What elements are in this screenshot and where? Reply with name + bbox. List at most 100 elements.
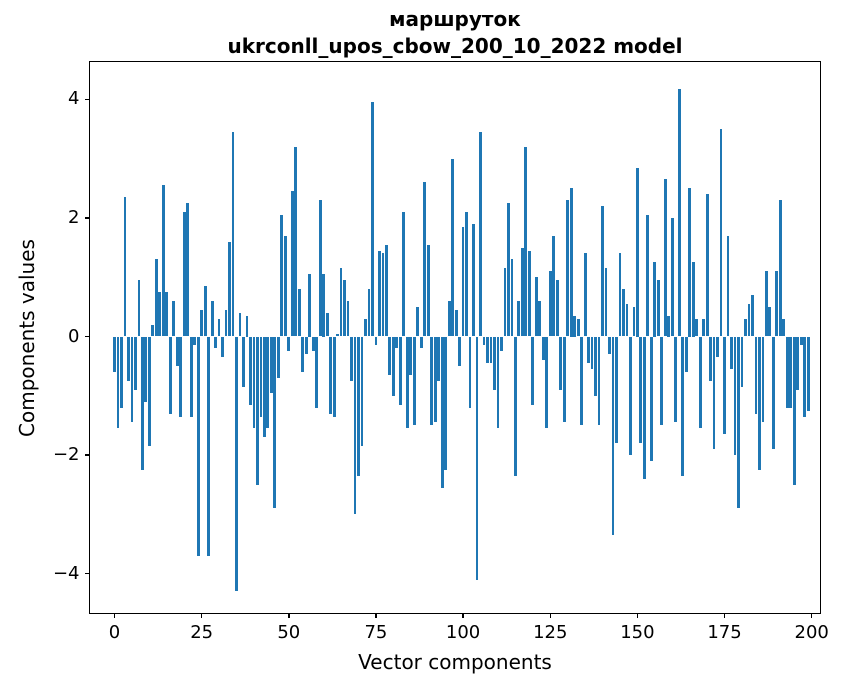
bar [629, 336, 632, 456]
bar [113, 336, 116, 373]
y-tick-mark [84, 572, 90, 575]
bar [276, 336, 280, 378]
bar [308, 274, 312, 337]
bar [161, 185, 165, 337]
bar [301, 336, 305, 373]
bar [409, 336, 413, 376]
bar [510, 259, 514, 337]
bar [231, 131, 235, 337]
bar [702, 318, 706, 337]
bar [468, 336, 472, 408]
bar [196, 336, 200, 556]
bar [754, 336, 758, 414]
y-tick-label: 2 [68, 206, 80, 228]
bar [663, 179, 667, 337]
bar [597, 336, 601, 426]
bar [437, 336, 441, 381]
bar [716, 336, 719, 358]
bar [649, 336, 653, 462]
x-axis-label: Vector components [358, 650, 552, 674]
x-tick-label: 100 [445, 621, 481, 643]
x-tick-mark [723, 612, 726, 618]
bar [134, 336, 137, 390]
bar [447, 300, 451, 337]
y-tick-mark [84, 454, 90, 456]
bar [454, 309, 458, 337]
bar [601, 206, 604, 337]
bar [475, 336, 479, 580]
bar [764, 271, 768, 337]
y-tick-mark [84, 217, 90, 219]
bar [364, 318, 367, 337]
bar [346, 300, 350, 337]
bar [719, 128, 723, 337]
bar [576, 318, 580, 337]
bar [207, 336, 211, 556]
bar [555, 280, 559, 337]
bar [249, 336, 252, 405]
bar [179, 336, 183, 417]
bar [350, 336, 353, 381]
bar [636, 167, 639, 337]
bar [789, 336, 793, 408]
bar [667, 315, 671, 337]
bar [569, 188, 573, 337]
bar [705, 194, 709, 337]
bar [440, 336, 444, 488]
bar [566, 200, 570, 337]
bar [357, 336, 360, 476]
bar [545, 336, 549, 429]
bar [744, 318, 747, 337]
bar [534, 277, 538, 337]
x-tick-label: 150 [620, 621, 655, 643]
bar [266, 336, 270, 429]
bar [385, 244, 388, 337]
bar [374, 336, 378, 346]
bar [642, 336, 646, 479]
bar [325, 312, 329, 337]
bar [761, 336, 765, 423]
bar [726, 235, 730, 337]
bar [681, 336, 685, 476]
bar [688, 188, 692, 337]
chart-title-model: ukrconll_upos_cbow_200_10_2022 model [227, 34, 683, 58]
bar [590, 336, 594, 370]
bar [733, 336, 737, 456]
bar [618, 253, 622, 337]
bar [405, 336, 409, 429]
bar [120, 336, 123, 408]
y-tick-label: 0 [68, 325, 80, 347]
x-tick-label: 25 [190, 621, 214, 643]
bar [388, 336, 392, 376]
bar [489, 336, 493, 364]
bar [127, 336, 130, 381]
bar [524, 146, 528, 337]
bar [123, 197, 127, 337]
bar [287, 336, 291, 352]
bar [451, 158, 455, 337]
bar [737, 336, 740, 509]
bar [430, 336, 434, 426]
bar [615, 336, 618, 444]
bar [416, 306, 420, 337]
bar [608, 336, 611, 355]
bar [461, 226, 465, 337]
bar [426, 244, 430, 337]
bar [695, 318, 699, 337]
bar [625, 303, 629, 337]
x-tick-label: 175 [707, 621, 742, 643]
bar [507, 203, 510, 337]
bar [269, 336, 273, 393]
bar [294, 146, 298, 337]
bar [193, 336, 197, 346]
y-tick-mark [84, 335, 90, 338]
bar [165, 292, 169, 337]
bar [140, 336, 144, 470]
y-tick-label: −4 [52, 562, 80, 584]
bar [771, 336, 775, 450]
bar [465, 211, 468, 337]
bar [252, 336, 256, 429]
bar [782, 318, 786, 337]
bar [573, 315, 577, 337]
